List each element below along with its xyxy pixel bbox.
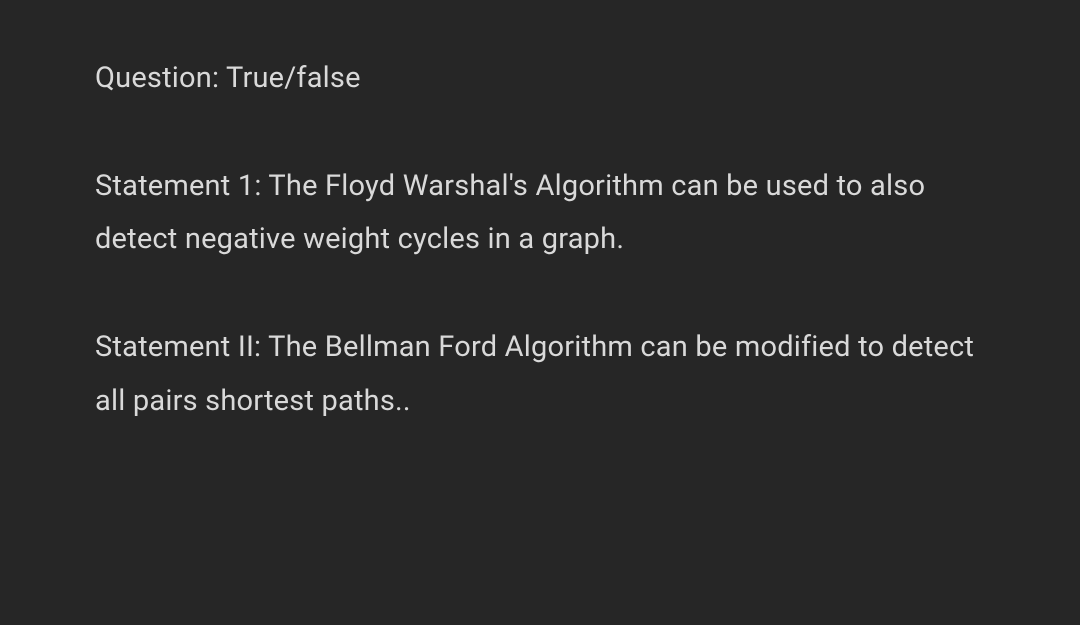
statement-2: Statement II: The Bellman Ford Algorithm… <box>95 321 985 428</box>
question-container: Question: True/false Statement 1: The Fl… <box>95 52 985 428</box>
question-heading: Question: True/false <box>95 52 985 106</box>
statement-1: Statement 1: The Floyd Warshal's Algorit… <box>95 160 985 267</box>
